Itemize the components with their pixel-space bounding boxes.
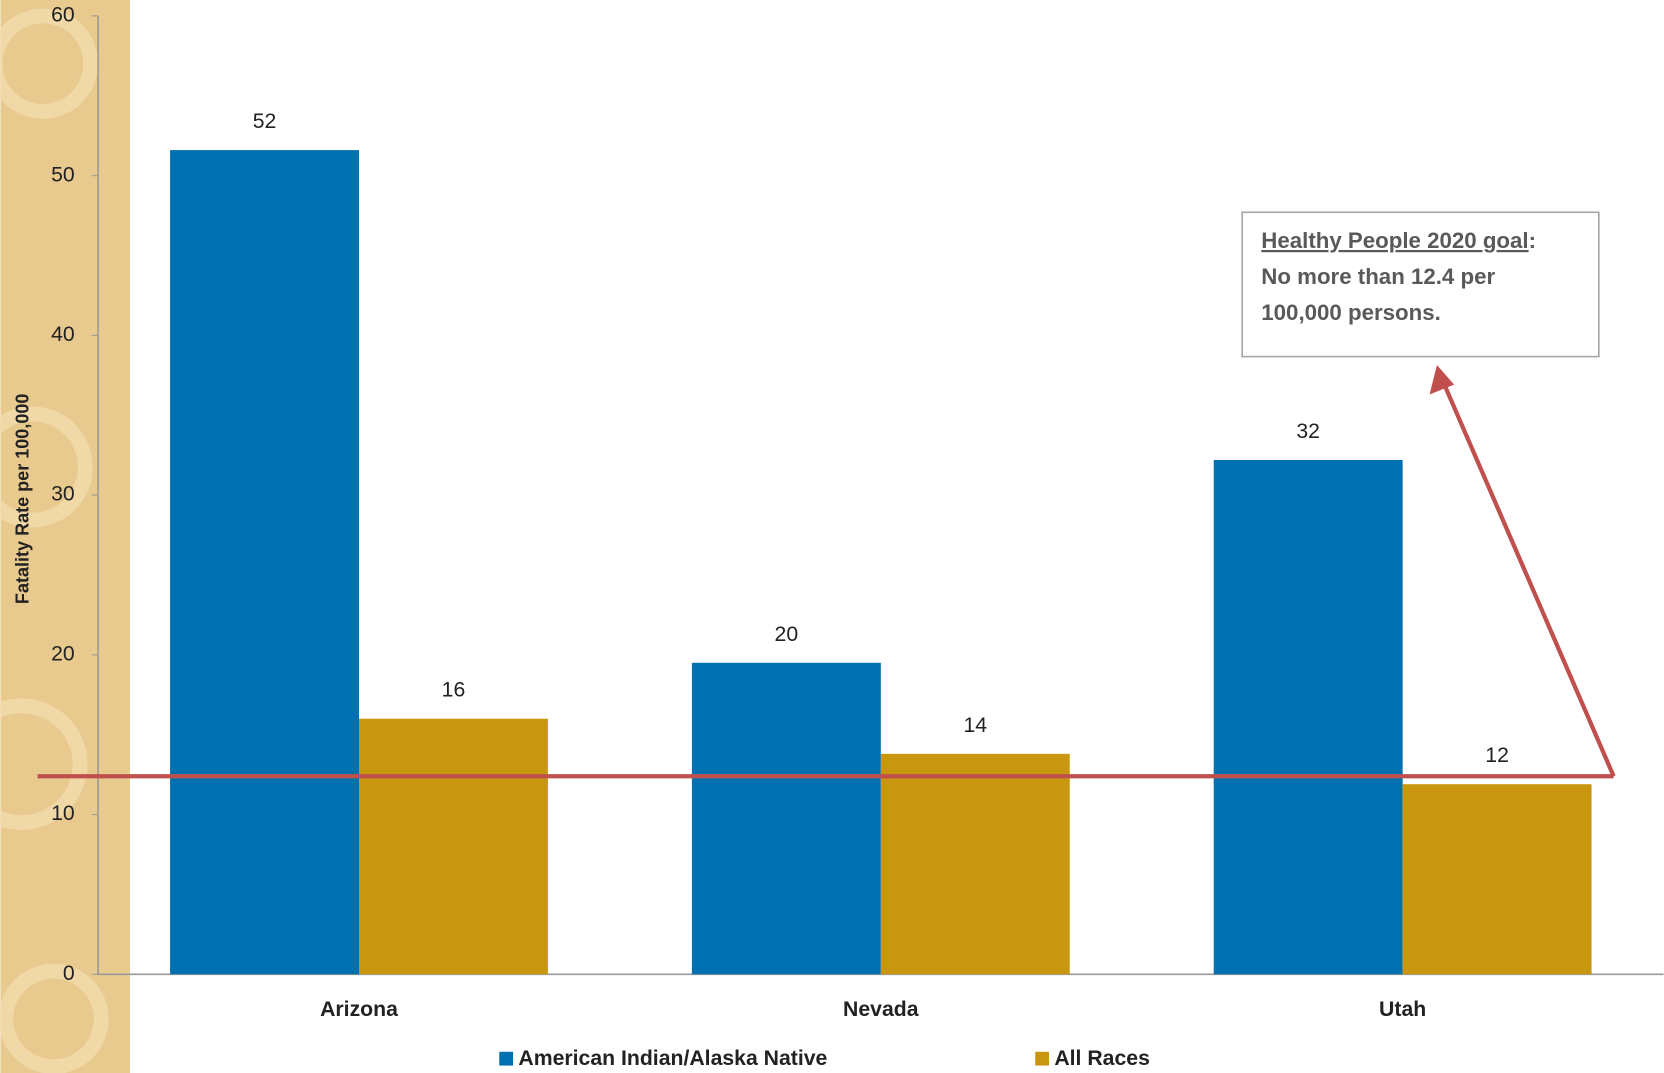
annotation-text: Healthy People 2020 goal: — [1261, 228, 1536, 253]
annotation-box — [1241, 211, 1600, 358]
value-label: 20 — [775, 623, 799, 646]
value-label: 14 — [963, 714, 987, 737]
bar — [691, 662, 881, 975]
annotation-colon: : — [1529, 228, 1536, 253]
legend-swatch — [1035, 1051, 1050, 1066]
y-tick-label: 0 — [63, 962, 75, 985]
value-label: 12 — [1485, 744, 1509, 767]
y-tick-label: 30 — [51, 483, 75, 506]
y-tick-label: 10 — [51, 802, 75, 825]
decor-pattern — [0, 8, 109, 1073]
y-tick-label: 60 — [51, 4, 75, 27]
bar — [359, 718, 548, 975]
value-label: 32 — [1296, 420, 1320, 443]
bar — [170, 150, 360, 975]
y-tick-label: 50 — [51, 163, 75, 186]
legend-label: All Races — [1054, 1047, 1150, 1070]
annotation-line: No more than 12.4 per — [1261, 264, 1495, 289]
y-tick-label: 40 — [51, 323, 75, 346]
bar — [880, 753, 1070, 975]
value-label: 16 — [442, 679, 466, 702]
legend-swatch — [499, 1051, 514, 1066]
y-tick-label: 20 — [51, 642, 75, 665]
annotation-line: 100,000 persons. — [1261, 300, 1440, 325]
decor-strip — [0, 0, 130, 1073]
annotation-link: Healthy People 2020 goal — [1261, 228, 1528, 253]
legend-label: American Indian/Alaska Native — [518, 1047, 827, 1070]
y-axis-label: Fatality Rate per 100,000 — [13, 394, 33, 604]
value-label: 52 — [253, 110, 277, 133]
arrow-head — [1429, 364, 1455, 395]
arrow-shaft — [1437, 372, 1616, 778]
x-tick-label: Nevada — [843, 998, 919, 1021]
x-tick-label: Arizona — [320, 998, 398, 1021]
x-tick-label: Utah — [1379, 998, 1426, 1021]
bar — [1213, 459, 1403, 975]
bar — [1402, 784, 1592, 975]
